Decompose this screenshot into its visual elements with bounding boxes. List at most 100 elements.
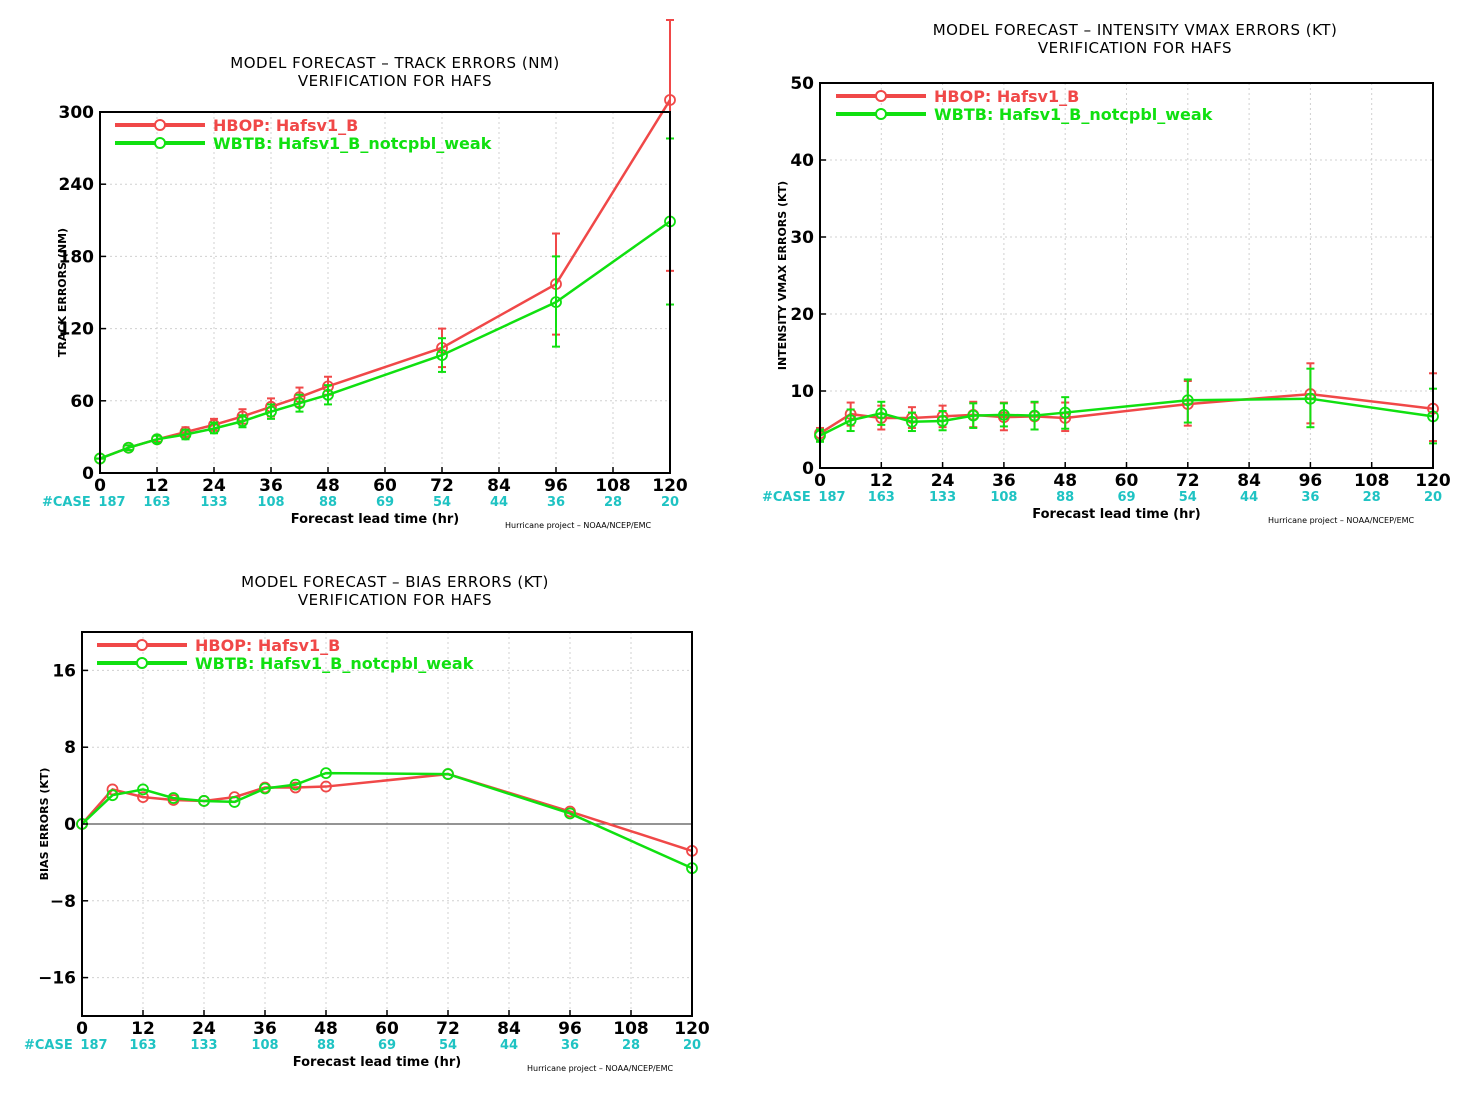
chart-title-line1: MODEL FORECAST – INTENSITY VMAX ERRORS (…: [933, 21, 1338, 39]
y-tick-label: 240: [59, 175, 95, 195]
legend-swatch-marker: [136, 639, 148, 651]
axis-ticks: [99, 111, 671, 474]
legend-entry-wbtb: WBTB: Hafsv1_B_notcpbl_weak: [115, 134, 492, 153]
x-axis-label: Forecast lead time (hr): [1032, 507, 1200, 522]
y-axis-label: INTENSITY VMAX ERRORS (KT): [776, 181, 789, 370]
legend-label: WBTB: Hafsv1_B_notcpbl_weak: [934, 105, 1213, 124]
x-tick-label: 24: [192, 1019, 216, 1039]
data-point: [236, 415, 249, 428]
legend-entry-hbop: HBOP: Hafsv1_B: [115, 116, 358, 135]
x-tick-label: 60: [373, 476, 397, 496]
chart-title-line2: VERIFICATION FOR HAFS: [298, 72, 492, 90]
x-tick-label: 84: [487, 476, 511, 496]
y-axis-label: BIAS ERRORS (KT): [38, 768, 51, 881]
y-tick-label: 16: [52, 661, 76, 681]
data-point: [998, 408, 1010, 421]
case-count: 69: [378, 1038, 396, 1053]
y-tick-label: 40: [790, 151, 814, 171]
case-count-row: #CASE 187 163 133 108 88 69 54 44 36 28 …: [42, 495, 679, 510]
case-label: #CASE: [24, 1038, 73, 1053]
legend-label: HBOP: Hafsv1_B: [195, 636, 340, 655]
x-axis-label: Forecast lead time (hr): [291, 512, 459, 527]
x-tick-labels: 0 12 24 36 48 60 72 84 96 108 120: [76, 1019, 710, 1039]
data-point: [664, 94, 676, 106]
legend-entry-hbop: HBOP: Hafsv1_B: [836, 87, 1079, 106]
case-count: 54: [1179, 490, 1197, 505]
case-count: 163: [129, 1038, 156, 1053]
data-point: [442, 768, 454, 780]
data-point: [122, 441, 135, 454]
case-count: 36: [1301, 490, 1319, 505]
y-tick-label: 10: [790, 382, 814, 402]
legend: HBOP: Hafsv1_B WBTB: Hafsv1_B_notcpbl_we…: [115, 116, 492, 153]
data-point: [259, 782, 271, 795]
legend-swatch-marker: [875, 90, 887, 102]
legend: HBOP: Hafsv1_B WBTB: Hafsv1_B_notcpbl_we…: [836, 87, 1213, 124]
legend-swatch-marker: [875, 108, 887, 120]
x-tick-label: 108: [613, 1019, 649, 1039]
case-count: 108: [251, 1038, 278, 1053]
x-tick-labels: 0 12 24 36 48 60 72 84 96 108 120: [814, 471, 1451, 491]
x-tick-label: 60: [375, 1019, 399, 1039]
case-count: 28: [604, 495, 622, 510]
series-wbtb: [814, 367, 1439, 445]
data-point: [967, 409, 980, 422]
data-point: [228, 796, 241, 808]
case-count: 69: [1117, 490, 1135, 505]
y-tick-labels: 0 60 120 180 240 300: [59, 103, 95, 484]
case-count: 36: [561, 1038, 579, 1053]
case-label: #CASE: [42, 495, 91, 510]
intensity-vmax-errors-chart: MODEL FORECAST – INTENSITY VMAX ERRORS (…: [762, 21, 1451, 525]
x-axis-label: Forecast lead time (hr): [293, 1055, 461, 1070]
y-tick-label: 180: [59, 247, 95, 267]
x-tick-label: 36: [253, 1019, 277, 1039]
case-count: 163: [143, 495, 170, 510]
x-tick-label: 72: [436, 1019, 460, 1039]
data-point: [875, 407, 888, 420]
data-point: [322, 388, 334, 401]
legend-swatch-marker: [154, 119, 166, 131]
credit-text: Hurricane project – NOAA/NCEP/EMC: [1268, 516, 1415, 525]
x-tick-label: 36: [992, 471, 1016, 491]
data-point: [436, 349, 448, 361]
x-tick-label: 48: [314, 1019, 338, 1039]
y-tick-label: −8: [50, 892, 76, 912]
x-tick-label: 12: [145, 476, 169, 496]
case-count: 20: [661, 495, 679, 510]
chart-title-line1: MODEL FORECAST – BIAS ERRORS (KT): [241, 573, 549, 591]
y-axis-label: TRACK ERRORS (NM): [56, 228, 69, 357]
case-count: 108: [990, 490, 1017, 505]
x-tick-label: 72: [430, 476, 454, 496]
x-tick-label: 24: [931, 471, 955, 491]
case-count: 88: [1056, 490, 1074, 505]
case-count: 187: [80, 1038, 107, 1053]
y-tick-label: 300: [59, 103, 95, 123]
case-count: 44: [1240, 490, 1258, 505]
case-count: 187: [98, 495, 125, 510]
case-count: 28: [622, 1038, 640, 1053]
legend: HBOP: Hafsv1_B WBTB: Hafsv1_B_notcpbl_we…: [97, 636, 474, 673]
x-tick-label: 60: [1115, 471, 1139, 491]
credit-text: Hurricane project – NOAA/NCEP/EMC: [527, 1064, 674, 1073]
case-count: 133: [929, 490, 956, 505]
legend-label: HBOP: Hafsv1_B: [213, 116, 358, 135]
axis-ticks: [81, 669, 693, 1016]
data-point: [844, 414, 857, 427]
case-count: 187: [818, 490, 845, 505]
case-count: 44: [500, 1038, 518, 1053]
x-tick-label: 120: [674, 1019, 710, 1039]
case-count-row: #CASE 187 163 133 108 88 69 54 44 36 28 …: [24, 1038, 701, 1053]
data-point: [1304, 392, 1317, 405]
case-count: 20: [1424, 490, 1442, 505]
y-tick-label: 0: [802, 459, 814, 479]
legend-entry-wbtb: WBTB: Hafsv1_B_notcpbl_weak: [97, 654, 474, 673]
x-tick-label: 96: [1299, 471, 1323, 491]
x-tick-label: 96: [544, 476, 568, 496]
data-point: [151, 433, 163, 446]
data-point: [179, 428, 192, 441]
data-point: [320, 767, 332, 780]
y-tick-label: 8: [64, 738, 76, 758]
data-point: [265, 405, 277, 418]
x-tick-label: 96: [558, 1019, 582, 1039]
y-tick-labels: −16 −8 0 8 16: [38, 661, 76, 988]
